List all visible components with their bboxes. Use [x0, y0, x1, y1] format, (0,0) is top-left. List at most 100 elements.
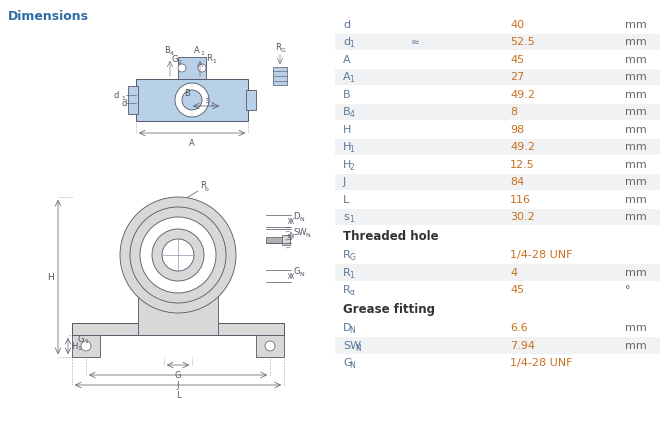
Text: D: D	[293, 212, 299, 221]
Text: mm: mm	[625, 177, 647, 187]
Text: 1: 1	[77, 346, 81, 351]
Text: d: d	[343, 20, 350, 30]
Bar	[335, 209, 660, 225]
Bar	[335, 355, 660, 371]
Circle shape	[178, 65, 186, 73]
Circle shape	[265, 341, 275, 351]
Text: 1/4-28 UNF: 1/4-28 UNF	[510, 250, 573, 260]
Text: mm: mm	[625, 20, 647, 30]
Bar	[335, 247, 660, 264]
Text: G: G	[175, 370, 181, 379]
Text: L: L	[175, 390, 180, 399]
Text: A: A	[189, 139, 195, 147]
Text: d: d	[343, 37, 350, 47]
Text: mm: mm	[625, 55, 647, 64]
Text: N: N	[299, 271, 304, 276]
Text: 2: 2	[178, 60, 182, 65]
Text: H: H	[46, 273, 54, 282]
Text: 1/4-28 UNF: 1/4-28 UNF	[510, 357, 573, 367]
Bar	[335, 264, 660, 281]
Text: ≈: ≈	[410, 37, 419, 47]
Text: °: °	[625, 285, 630, 295]
Bar	[266, 237, 284, 243]
Text: SW: SW	[293, 227, 307, 236]
Bar	[136, 80, 248, 122]
Text: J: J	[177, 380, 179, 389]
Text: R: R	[343, 285, 351, 295]
Bar	[335, 104, 660, 121]
Bar	[335, 191, 660, 208]
Text: mm: mm	[625, 340, 647, 350]
Text: mm: mm	[625, 194, 647, 204]
Text: J: J	[343, 177, 346, 187]
Text: R: R	[343, 267, 351, 277]
Bar	[282, 236, 290, 246]
Text: α: α	[350, 288, 354, 297]
Text: D: D	[343, 322, 352, 332]
Text: 4: 4	[350, 110, 354, 119]
Text: 8: 8	[510, 107, 517, 117]
Circle shape	[175, 84, 209, 118]
Text: mm: mm	[625, 37, 647, 47]
Text: 2: 2	[350, 163, 354, 171]
Bar	[335, 17, 660, 34]
Text: R: R	[206, 54, 212, 63]
Bar	[246, 91, 256, 111]
Text: 7.94: 7.94	[510, 340, 535, 350]
Text: 1: 1	[350, 40, 354, 49]
Text: H: H	[71, 342, 77, 351]
Bar	[256, 335, 284, 357]
Text: mm: mm	[625, 160, 647, 169]
Text: d: d	[122, 99, 127, 108]
Text: 1: 1	[210, 102, 214, 107]
Text: N: N	[350, 326, 355, 335]
Text: A: A	[343, 55, 351, 64]
Text: 98: 98	[510, 124, 524, 135]
Text: G: G	[78, 335, 85, 344]
Text: N: N	[305, 233, 310, 237]
Text: 45: 45	[510, 285, 524, 295]
Text: R: R	[343, 250, 351, 260]
Bar	[138, 292, 218, 335]
Text: B: B	[343, 89, 351, 99]
Text: R: R	[200, 181, 206, 190]
Text: A: A	[343, 72, 351, 82]
Bar	[335, 157, 660, 173]
Bar	[335, 174, 660, 190]
Bar	[335, 122, 660, 138]
Text: o: o	[205, 187, 209, 191]
Bar	[335, 320, 660, 336]
Text: mm: mm	[625, 212, 647, 222]
Text: N: N	[299, 216, 304, 221]
Text: 6.6: 6.6	[510, 322, 528, 332]
Text: mm: mm	[625, 124, 647, 135]
Text: G: G	[281, 48, 286, 53]
Circle shape	[81, 341, 91, 351]
Text: H: H	[343, 160, 352, 169]
Text: 1: 1	[212, 59, 216, 64]
Text: 116: 116	[510, 194, 531, 204]
Text: R: R	[275, 43, 281, 52]
Text: G: G	[293, 266, 299, 275]
Bar	[335, 52, 660, 68]
Text: G: G	[350, 253, 355, 261]
Text: B: B	[164, 46, 170, 55]
Text: s: s	[343, 212, 349, 222]
Circle shape	[130, 208, 226, 303]
Text: N: N	[355, 343, 361, 352]
Text: 1: 1	[350, 145, 354, 154]
Text: mm: mm	[625, 322, 647, 332]
Text: 49.2: 49.2	[510, 142, 535, 152]
Bar	[335, 34, 660, 51]
Bar	[335, 87, 660, 103]
Text: 4: 4	[170, 51, 174, 56]
Bar	[335, 337, 660, 354]
Text: 1: 1	[350, 215, 354, 224]
Text: Threaded hole: Threaded hole	[343, 229, 439, 242]
Text: G: G	[172, 55, 179, 64]
Text: 52.5: 52.5	[510, 37, 535, 47]
Text: 49.2: 49.2	[510, 89, 535, 99]
Circle shape	[162, 240, 194, 271]
Text: mm: mm	[625, 107, 647, 117]
Text: mm: mm	[625, 267, 647, 277]
